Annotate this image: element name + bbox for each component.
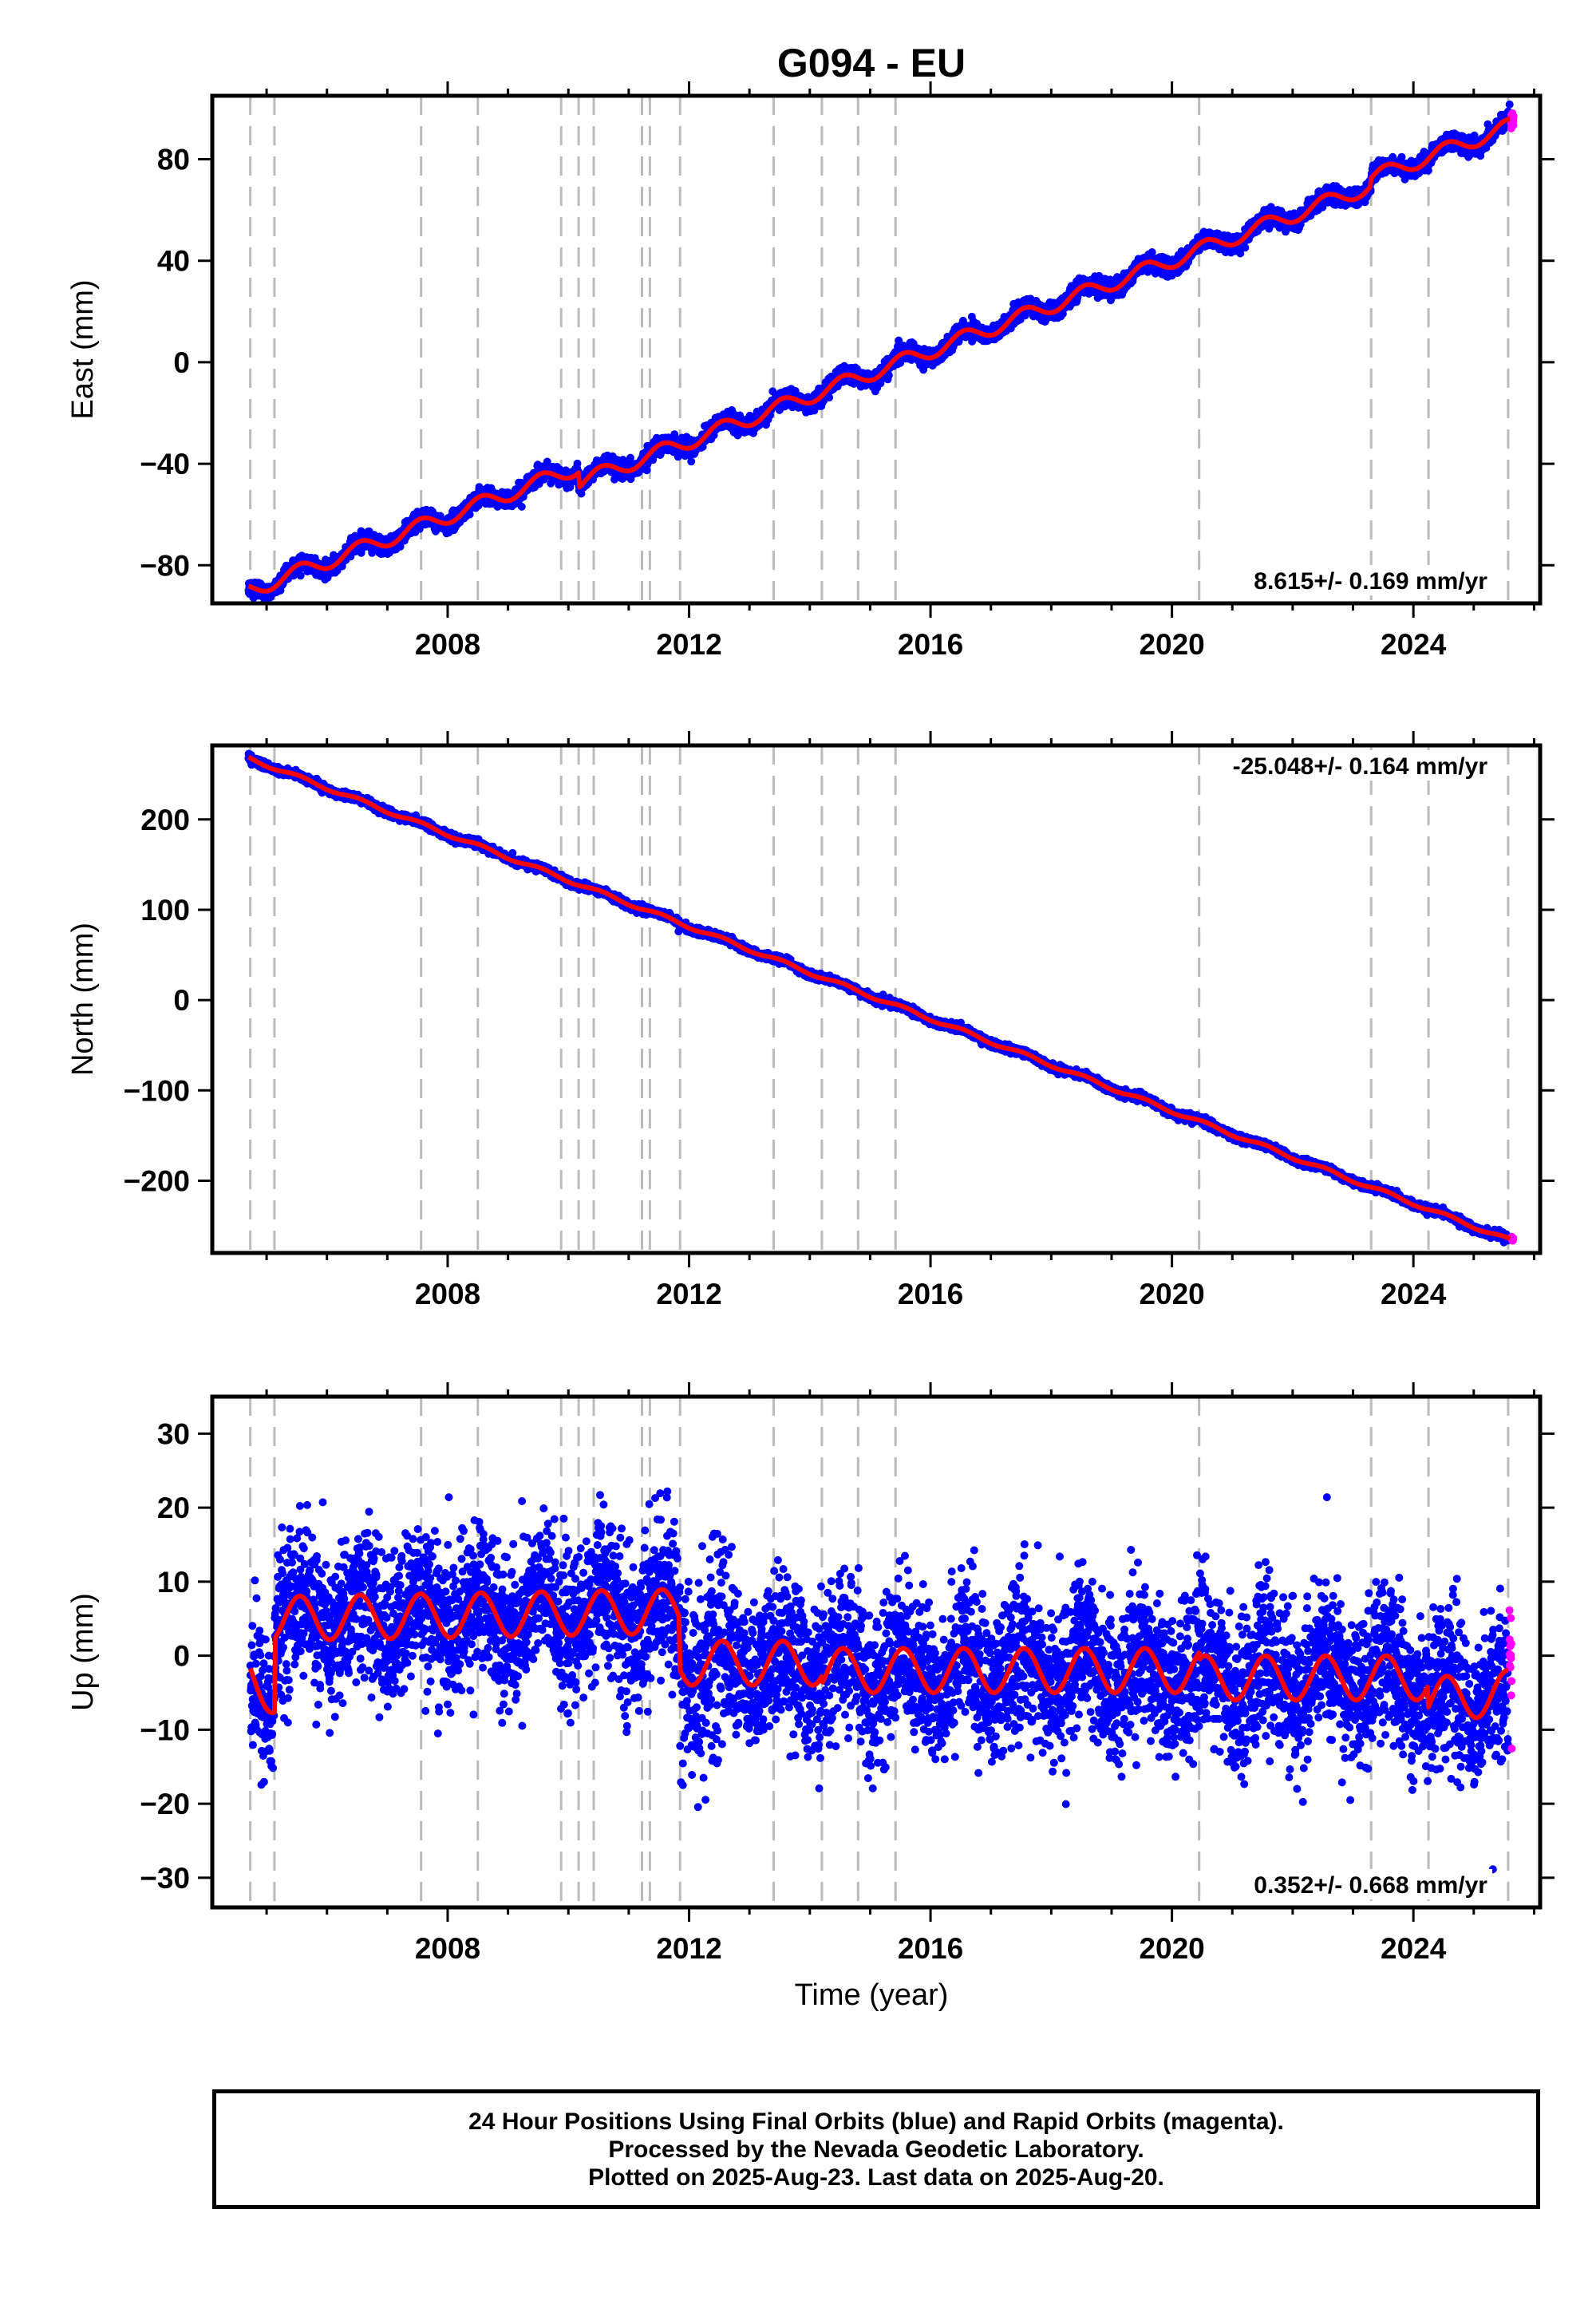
y-axis-label: East (mm) (66, 279, 100, 419)
y-tick-label: −200 (124, 1164, 190, 1197)
rate-label-background (1208, 565, 1492, 595)
x-tick-label: 2012 (656, 628, 721, 661)
plot-frame (210, 1394, 1543, 1910)
y-tick-label: 80 (157, 144, 190, 176)
x-tick-label: 2008 (415, 628, 480, 661)
y-tick-label: 0 (173, 346, 190, 379)
model-line (247, 117, 1511, 594)
y-axis-label: North (mm) (66, 923, 100, 1076)
y-tick-label: 200 (140, 804, 190, 836)
y-tick-label: 20 (157, 1492, 190, 1524)
x-tick-label: 2016 (898, 628, 963, 661)
footer-line-3: Plotted on 2025-Aug-23. Last data on 202… (588, 2164, 1164, 2191)
y-tick-label: −30 (140, 1862, 190, 1895)
rapid-orbit-points (1507, 109, 1518, 132)
y-tick-label: −80 (140, 549, 190, 582)
rate-label: 0.352+/- 0.668 mm/yr (1254, 1872, 1487, 1899)
model-line (247, 1587, 1510, 1721)
x-tick-label: 2020 (1139, 1932, 1204, 1965)
x-tick-label: 2012 (656, 1932, 721, 1965)
final-orbit-points (246, 1487, 1512, 1874)
footer-line-1: 24 Hour Positions Using Final Orbits (bl… (468, 2108, 1284, 2135)
rate-label: -25.048+/- 0.164 mm/yr (1233, 753, 1488, 780)
x-tick-label: 2024 (1381, 1932, 1447, 1965)
final-orbit-points (244, 749, 1514, 1247)
y-tick-label: 0 (173, 984, 190, 1017)
y-tick-label: 0 (173, 1640, 190, 1673)
y-tick-label: −20 (140, 1788, 190, 1820)
footer-box: 24 Hour Positions Using Final Orbits (bl… (212, 2089, 1540, 2209)
y-tick-label: −100 (124, 1074, 190, 1107)
rapid-orbit-points (1507, 1232, 1518, 1245)
x-tick-label: 2012 (656, 1278, 721, 1310)
x-tick-label: 2024 (1381, 628, 1447, 661)
north-panel: 2008 2012 2016 2020 2024 −200 −100 0 100 200 North… (66, 731, 1555, 1310)
x-tick-label: 2020 (1139, 1278, 1204, 1310)
x-tick-label: 2016 (898, 1278, 963, 1310)
rate-label-background (1208, 1869, 1492, 1899)
footer-line-2: Processed by the Nevada Geodetic Laborat… (608, 2136, 1144, 2163)
x-axis-label: Time (year) (795, 1978, 949, 2012)
x-tick-label: 2020 (1139, 628, 1204, 661)
y-tick-label: −10 (140, 1713, 190, 1746)
y-axis-label: Up (mm) (66, 1593, 100, 1711)
x-tick-label: 2024 (1381, 1278, 1447, 1310)
east-panel: 2008 2012 2016 2020 2024 −80 −40 0 40 80 East (mm)… (66, 81, 1555, 661)
chart-title: G094 - EU (777, 41, 966, 85)
y-tick-label: 100 (140, 894, 190, 927)
x-tick-label: 2008 (415, 1932, 480, 1965)
y-tick-label: −40 (140, 448, 190, 480)
plot-frame (210, 93, 1543, 606)
y-tick-label: 30 (157, 1417, 190, 1450)
x-tick-label: 2016 (898, 1932, 963, 1965)
rapid-orbit-points (1505, 1606, 1516, 1753)
up-panel: 2008 2012 2016 2020 2024 −30 −20 −10 0 10 20 30 Up (… (66, 1382, 1555, 1965)
y-tick-label: 40 (157, 245, 190, 278)
rate-label-background (1208, 750, 1492, 781)
rate-label: 8.615+/- 0.169 mm/yr (1254, 568, 1487, 595)
model-line (247, 754, 1511, 1241)
final-orbit-points (244, 100, 1515, 603)
y-tick-label: 10 (157, 1566, 190, 1599)
x-tick-label: 2008 (415, 1278, 480, 1310)
